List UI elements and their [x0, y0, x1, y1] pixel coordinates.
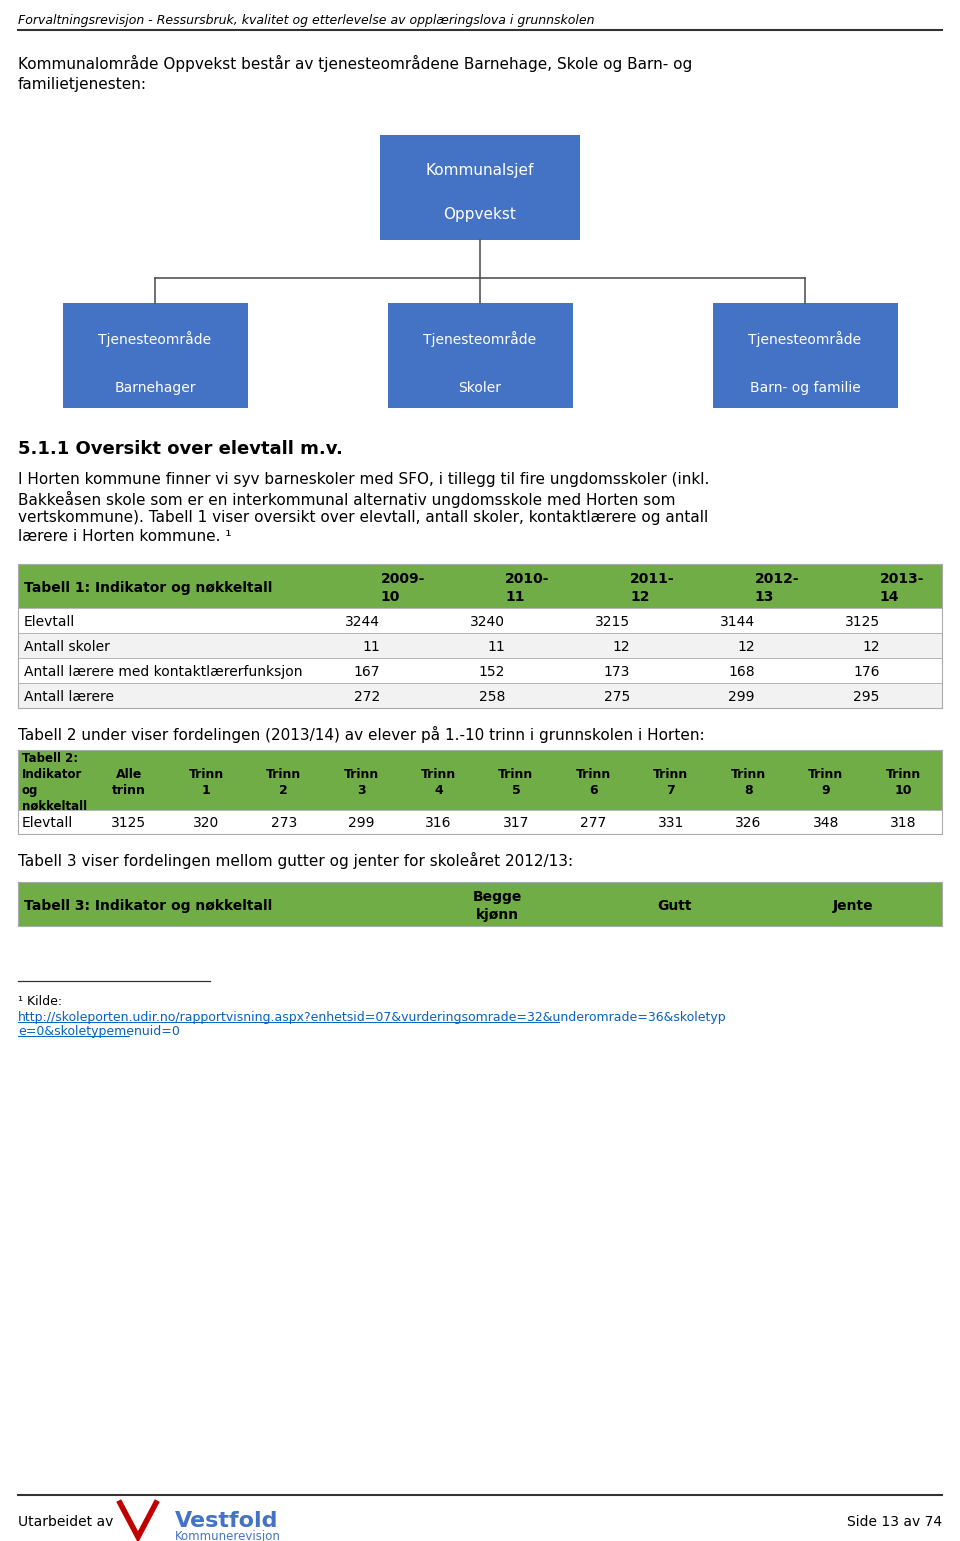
Text: Trinn
6: Trinn 6: [576, 767, 612, 797]
Text: Antall lærere med kontaktlærerfunksjon: Antall lærere med kontaktlærerfunksjon: [24, 664, 302, 678]
Text: e=0&skoletypemenuid=0: e=0&skoletypemenuid=0: [18, 1025, 180, 1039]
Text: Kommunerevisjon: Kommunerevisjon: [175, 1530, 281, 1541]
Text: Barn- og familie: Barn- og familie: [750, 381, 860, 394]
Text: 3125: 3125: [111, 817, 146, 831]
Text: 295: 295: [853, 689, 879, 704]
Text: 12: 12: [612, 640, 630, 653]
Text: Tabell 2 under viser fordelingen (2013/14) av elever på 1.-10 trinn i grunnskole: Tabell 2 under viser fordelingen (2013/1…: [18, 726, 705, 743]
Text: vertskommune). Tabell 1 viser oversikt over elevtall, antall skoler, kontaktlære: vertskommune). Tabell 1 viser oversikt o…: [18, 510, 708, 525]
Text: Side 13 av 74: Side 13 av 74: [847, 1515, 942, 1529]
Text: Antall lærere: Antall lærere: [24, 689, 114, 704]
Text: Tjenesteområde: Tjenesteområde: [423, 331, 537, 347]
Text: 320: 320: [193, 817, 219, 831]
Text: Trinn
9: Trinn 9: [808, 767, 844, 797]
Text: 167: 167: [354, 664, 380, 678]
Text: Trinn
5: Trinn 5: [498, 767, 534, 797]
Text: Jente: Jente: [832, 898, 874, 912]
Text: 173: 173: [604, 664, 630, 678]
Text: 2012-
13: 2012- 13: [755, 572, 800, 604]
Text: 331: 331: [658, 817, 684, 831]
Text: 3240: 3240: [470, 615, 505, 629]
Text: ¹ Kilde:: ¹ Kilde:: [18, 995, 62, 1008]
Text: familietjenesten:: familietjenesten:: [18, 77, 147, 92]
Text: 273: 273: [271, 817, 297, 831]
FancyBboxPatch shape: [18, 683, 942, 707]
Text: 3125: 3125: [845, 615, 879, 629]
Text: 5.1.1 Oversikt over elevtall m.v.: 5.1.1 Oversikt over elevtall m.v.: [18, 441, 343, 458]
Text: 277: 277: [581, 817, 607, 831]
Text: Trinn
10: Trinn 10: [886, 767, 921, 797]
Text: 316: 316: [425, 817, 452, 831]
FancyBboxPatch shape: [380, 136, 580, 240]
Text: http://skoleporten.udir.no/rapportvisning.aspx?enhetsid=07&vurderingsomrade=32&u: http://skoleporten.udir.no/rapportvisnin…: [18, 1011, 727, 1025]
FancyBboxPatch shape: [62, 304, 248, 408]
FancyBboxPatch shape: [18, 881, 942, 926]
Text: Alle
trinn: Alle trinn: [111, 767, 146, 797]
Text: Trinn
3: Trinn 3: [344, 767, 378, 797]
Text: Tjenesteområde: Tjenesteområde: [749, 331, 861, 347]
Text: 2009-
10: 2009- 10: [380, 572, 424, 604]
FancyBboxPatch shape: [712, 304, 898, 408]
FancyBboxPatch shape: [18, 609, 942, 633]
Text: 258: 258: [479, 689, 505, 704]
Text: 2010-
11: 2010- 11: [505, 572, 550, 604]
Text: 3244: 3244: [346, 615, 380, 629]
Text: Begge
kjønn: Begge kjønn: [472, 891, 521, 922]
Text: Barnehager: Barnehager: [114, 381, 196, 394]
Text: Forvaltningsrevisjon - Ressursbruk, kvalitet og etterlevelse av opplæringslova i: Forvaltningsrevisjon - Ressursbruk, kval…: [18, 14, 594, 28]
Text: Elevtall: Elevtall: [22, 817, 73, 831]
Text: 2011-
12: 2011- 12: [630, 572, 675, 604]
Text: Trinn
7: Trinn 7: [654, 767, 688, 797]
FancyBboxPatch shape: [18, 750, 942, 811]
Text: 326: 326: [735, 817, 761, 831]
Text: 348: 348: [812, 817, 839, 831]
Text: Tabell 1: Indikator og nøkkeltall: Tabell 1: Indikator og nøkkeltall: [24, 581, 273, 595]
Text: Gutt: Gutt: [658, 898, 692, 912]
Text: 299: 299: [348, 817, 374, 831]
Text: 12: 12: [737, 640, 755, 653]
Text: 299: 299: [729, 689, 755, 704]
FancyBboxPatch shape: [388, 304, 572, 408]
Text: 317: 317: [503, 817, 529, 831]
Text: 152: 152: [479, 664, 505, 678]
Text: Trinn
8: Trinn 8: [731, 767, 766, 797]
Text: Tabell 3 viser fordelingen mellom gutter og jenter for skoleåret 2012/13:: Tabell 3 viser fordelingen mellom gutter…: [18, 852, 573, 869]
Text: Elevtall: Elevtall: [24, 615, 75, 629]
Text: Tjenesteområde: Tjenesteområde: [99, 331, 211, 347]
Text: 176: 176: [853, 664, 879, 678]
Text: lærere i Horten kommune. ¹: lærere i Horten kommune. ¹: [18, 529, 231, 544]
FancyBboxPatch shape: [18, 564, 942, 609]
FancyBboxPatch shape: [18, 658, 942, 683]
Text: Tabell 3: Indikator og nøkkeltall: Tabell 3: Indikator og nøkkeltall: [24, 898, 273, 912]
Text: 168: 168: [729, 664, 755, 678]
Text: Trinn
4: Trinn 4: [420, 767, 456, 797]
Text: 275: 275: [604, 689, 630, 704]
Text: Tabell 2:
Indikator
og
nøkkeltall: Tabell 2: Indikator og nøkkeltall: [22, 752, 87, 812]
Text: Bakkeåsen skole som er en interkommunal alternativ ungdomsskole med Horten som: Bakkeåsen skole som er en interkommunal …: [18, 492, 676, 509]
Text: 318: 318: [890, 817, 917, 831]
Text: 11: 11: [363, 640, 380, 653]
Text: Trinn
2: Trinn 2: [266, 767, 301, 797]
Text: 3215: 3215: [595, 615, 630, 629]
Text: Vestfold: Vestfold: [175, 1512, 278, 1532]
Text: 3144: 3144: [720, 615, 755, 629]
Text: Skoler: Skoler: [459, 381, 501, 394]
FancyBboxPatch shape: [18, 811, 942, 834]
Text: Antall skoler: Antall skoler: [24, 640, 109, 653]
Text: Kommunalområde Oppvekst består av tjenesteområdene Barnehage, Skole og Barn- og: Kommunalområde Oppvekst består av tjenes…: [18, 55, 692, 72]
Text: 2013-
14: 2013- 14: [879, 572, 924, 604]
Text: Utarbeidet av: Utarbeidet av: [18, 1515, 113, 1529]
Text: Kommunalsjef: Kommunalsjef: [426, 163, 534, 179]
FancyBboxPatch shape: [18, 633, 942, 658]
Text: 272: 272: [354, 689, 380, 704]
Text: I Horten kommune finner vi syv barneskoler med SFO, i tillegg til fire ungdomssk: I Horten kommune finner vi syv barneskol…: [18, 472, 709, 487]
Text: Oppvekst: Oppvekst: [444, 206, 516, 222]
Text: Trinn
1: Trinn 1: [188, 767, 224, 797]
Text: 12: 12: [862, 640, 879, 653]
Text: 11: 11: [488, 640, 505, 653]
